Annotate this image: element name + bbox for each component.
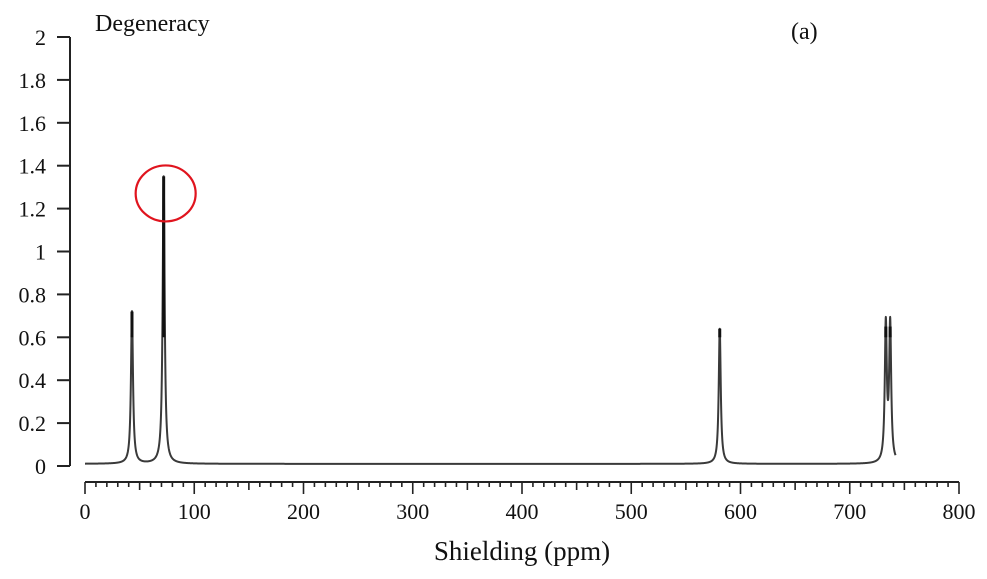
- highlight-circle: [134, 164, 197, 223]
- y-tick-label: 2: [35, 25, 46, 50]
- y-tick-label: 0: [35, 454, 46, 479]
- x-tick-label: 700: [833, 499, 866, 524]
- chart-title: Degeneracy: [95, 11, 210, 37]
- y-tick-label: 0.2: [19, 411, 47, 436]
- x-tick-label: 800: [943, 499, 976, 524]
- x-tick-label: 200: [287, 499, 320, 524]
- y-axis: 0 0.2 0.4 0.6 0.8 1 1.2 1.4 1.6 1.8 2: [19, 25, 71, 479]
- y-tick-label: 1.6: [19, 111, 47, 136]
- x-axis-label: Shielding (ppm): [434, 536, 610, 566]
- x-axis: 0 100 200 300 400 500 600 700 800: [80, 481, 976, 524]
- y-tick-label: 0.8: [19, 282, 47, 307]
- spectrum-series: [84, 175, 897, 465]
- y-tick-label: 0.4: [19, 368, 47, 393]
- y-tick-label: 0.6: [19, 325, 47, 350]
- x-tick-label: 100: [178, 499, 211, 524]
- x-tick-label: 600: [724, 499, 757, 524]
- x-tick-label: 300: [396, 499, 429, 524]
- y-tick-label: 1.4: [19, 154, 47, 179]
- x-tick-label: 400: [506, 499, 539, 524]
- annotations: [134, 164, 197, 223]
- spectrum-line: [84, 175, 897, 465]
- y-tick-label: 1.2: [19, 197, 47, 222]
- x-tick-label: 0: [80, 499, 91, 524]
- panel-label: (a): [791, 19, 818, 45]
- x-tick-label: 500: [615, 499, 648, 524]
- y-tick-label: 1.8: [19, 68, 47, 93]
- y-tick-label: 1: [35, 240, 46, 265]
